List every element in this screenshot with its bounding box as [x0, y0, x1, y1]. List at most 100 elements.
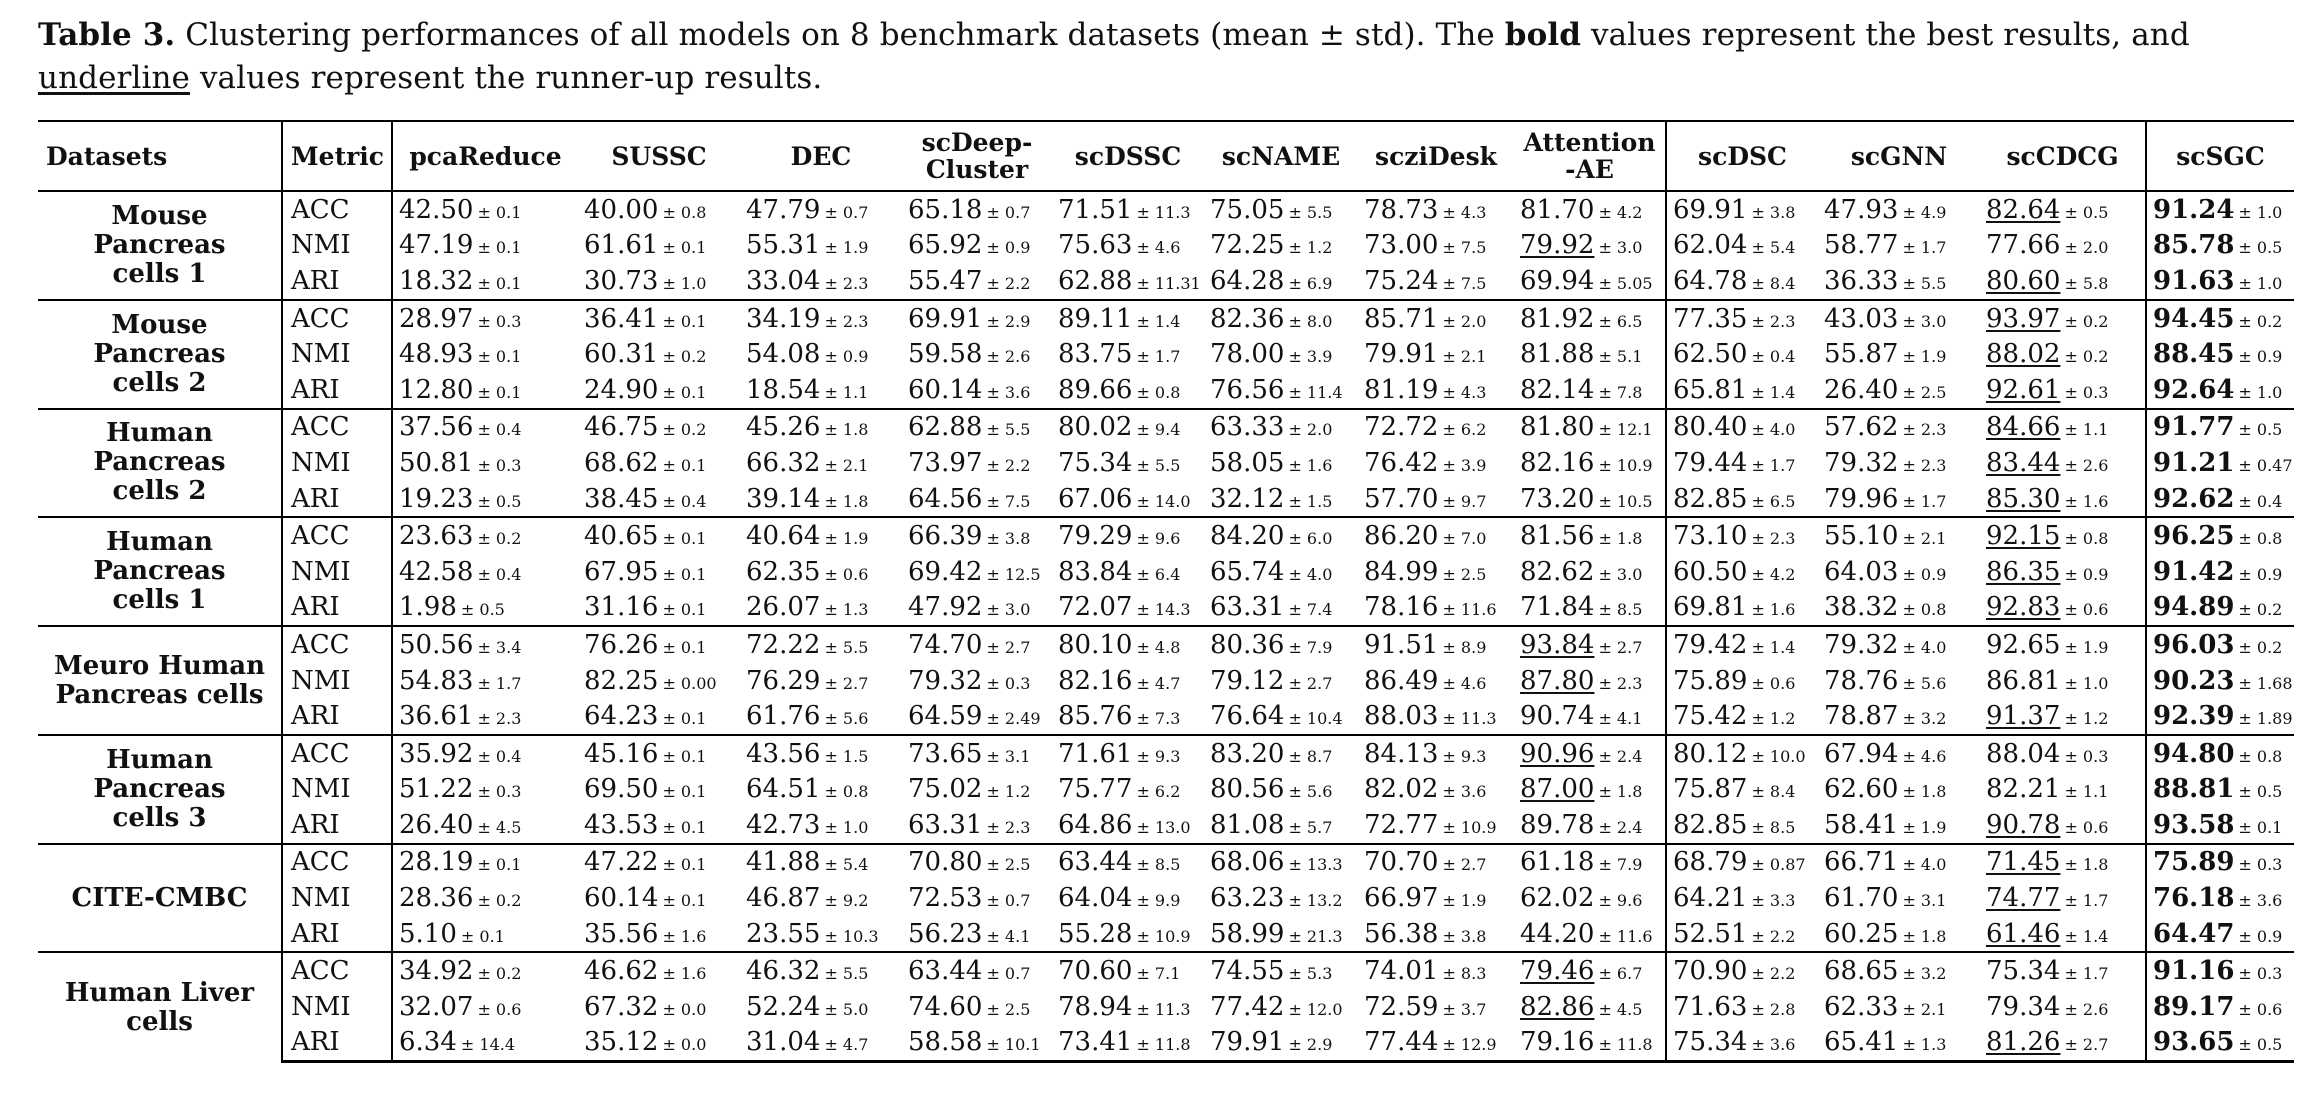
std-value: ± 1.2 [1288, 238, 1333, 258]
std-value: ± 0.4 [2238, 491, 2283, 511]
std-value: ± 11.3 [1136, 999, 1191, 1019]
result-cell: 82.36 ± 8.0 [1204, 298, 1358, 337]
result-cell: 72.53 ± 0.7 [902, 880, 1052, 916]
std-value: ± 3.0 [1902, 311, 1947, 331]
header-row: Datasets Metric pcaReduce SUSSC DEC scDeep- Cl… [38, 120, 2294, 192]
result-cell: 64.59 ± 2.49 [902, 698, 1052, 735]
result-cell: 62.88 ± 5.5 [902, 407, 1052, 446]
mean-value: 75.89 [1673, 665, 1748, 696]
mean-value: 63.31 [908, 809, 983, 840]
std-value: ± 0.1 [460, 926, 505, 946]
mean-value: 38.45 [584, 483, 659, 514]
mean-value: 45.26 [746, 412, 821, 443]
mean-value: 81.88 [1520, 339, 1595, 370]
result-cell: 36.41 ± 0.1 [578, 298, 740, 337]
mean-value: 66.39 [908, 521, 983, 552]
mean-value: 26.07 [746, 592, 821, 623]
mean-value: 79.91 [1364, 339, 1439, 370]
result-cell: 78.76 ± 5.6 [1818, 663, 1980, 699]
std-value: ± 1.0 [2238, 202, 2283, 222]
mean-value: 93.97 [1986, 303, 2061, 334]
result-cell: 64.86 ± 13.0 [1052, 807, 1204, 844]
mean-value: 86.20 [1364, 521, 1439, 552]
std-value: ± 1.6 [1751, 600, 1796, 620]
mean-value: 32.07 [399, 991, 474, 1022]
std-value: ± 1.4 [1751, 637, 1796, 657]
std-value: ± 0.2 [2064, 311, 2109, 331]
result-cell: 47.93 ± 4.9 [1818, 191, 1980, 228]
result-cell: 28.19 ± 0.1 [391, 842, 578, 881]
mean-value: 23.55 [746, 918, 821, 949]
result-cell: 62.60 ± 1.8 [1818, 772, 1980, 808]
std-value: ± 8.5 [1598, 600, 1643, 620]
mean-value: 75.34 [1986, 956, 2061, 987]
mean-value: 64.51 [746, 774, 821, 805]
mean-value: 76.18 [2153, 883, 2235, 914]
result-cell: 64.28 ± 6.9 [1204, 263, 1358, 300]
result-cell: 26.40 ± 4.5 [391, 807, 578, 844]
std-value: ± 2.8 [1751, 999, 1796, 1019]
result-cell: 40.64 ± 1.9 [740, 516, 902, 554]
std-value: ± 2.3 [1902, 420, 1947, 440]
mean-value: 91.42 [2153, 556, 2235, 587]
result-cell: 79.96 ± 1.7 [1818, 481, 1980, 518]
std-value: ± 0.2 [477, 891, 522, 911]
result-cell: 1.98 ± 0.5 [391, 589, 578, 627]
std-value: ± 3.4 [477, 637, 522, 657]
mean-value: 69.50 [584, 774, 659, 805]
mean-value: 91.51 [1364, 629, 1439, 660]
dataset-name: Human Pancreas cells 1 [38, 516, 283, 627]
std-value: ± 10.5 [1598, 491, 1653, 511]
mean-value: 94.89 [2153, 592, 2235, 623]
result-cell: 74.60 ± 2.5 [902, 989, 1052, 1025]
std-value: ± 0.6 [2238, 999, 2283, 1019]
std-value: ± 5.1 [1598, 347, 1643, 367]
mean-value: 42.58 [399, 556, 474, 587]
std-value: ± 7.5 [1442, 238, 1487, 258]
result-cell: 54.08 ± 0.9 [740, 336, 902, 372]
std-value: ± 5.4 [824, 855, 869, 875]
std-value: ± 1.2 [2064, 709, 2109, 729]
std-value: ± 1.6 [1288, 455, 1333, 475]
mean-value: 75.42 [1673, 701, 1748, 732]
mean-value: 88.02 [1986, 339, 2061, 370]
mean-value: 82.85 [1673, 483, 1748, 514]
metric-label: ARI [281, 698, 392, 735]
mean-value: 72.72 [1364, 412, 1439, 443]
std-value: ± 0.8 [1136, 382, 1181, 402]
std-value: ± 0.9 [824, 347, 869, 367]
mean-value: 92.64 [2153, 374, 2235, 405]
result-cell: 77.35 ± 2.3 [1665, 298, 1818, 337]
std-value: ± 3.6 [2238, 891, 2283, 911]
result-cell: 60.31 ± 0.2 [578, 336, 740, 372]
mean-value: 90.23 [2153, 665, 2235, 696]
std-value: ± 2.7 [1288, 673, 1333, 693]
mean-value: 1.98 [399, 592, 457, 623]
std-value: ± 4.0 [1751, 420, 1796, 440]
table-row: CITE-CMBC ACC 28.19 ± 0.1 47.22 ± 0.1 41.88 ± 5… [38, 842, 2294, 953]
mean-value: 66.97 [1364, 883, 1439, 914]
result-cell: 28.97 ± 0.3 [391, 298, 578, 337]
mean-value: 79.29 [1058, 521, 1133, 552]
mean-value: 28.36 [399, 883, 474, 914]
std-value: ± 4.7 [824, 1035, 869, 1055]
result-cell: 55.10 ± 2.1 [1818, 516, 1980, 554]
mean-value: 77.66 [1986, 230, 2061, 261]
result-cell: 61.76 ± 5.6 [740, 698, 902, 735]
mean-value: 66.71 [1824, 847, 1899, 878]
std-value: ± 0.8 [824, 782, 869, 802]
std-value: ± 0.8 [2064, 529, 2109, 549]
caption-bold-word: bold [1504, 17, 1582, 53]
result-cell: 83.44 ± 2.6 [1980, 445, 2146, 481]
std-value: ± 4.2 [1751, 564, 1796, 584]
std-value: ± 3.6 [1751, 1035, 1796, 1055]
std-value: ± 1.9 [1902, 347, 1947, 367]
mean-value: 66.32 [746, 447, 821, 478]
result-cell: 87.00 ± 1.8 [1514, 772, 1666, 808]
mean-value: 37.56 [399, 412, 474, 443]
result-cell: 69.42 ± 12.5 [902, 554, 1052, 590]
result-cell: 75.34 ± 1.7 [1980, 951, 2146, 990]
std-value: ± 1.4 [2064, 926, 2109, 946]
mean-value: 60.31 [584, 339, 659, 370]
mean-value: 69.91 [1673, 194, 1748, 225]
